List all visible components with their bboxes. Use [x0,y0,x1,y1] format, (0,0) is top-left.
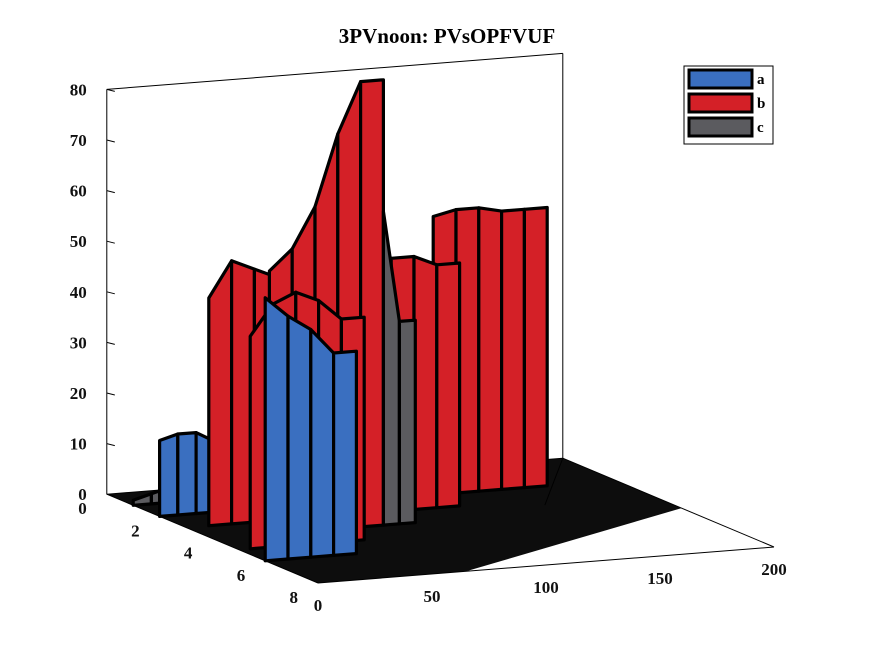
z-tick-label: 30 [70,333,87,352]
bar-a [158,432,180,519]
bar-b [500,207,527,491]
z-tick-label: 70 [70,131,87,150]
legend-swatch-b [687,92,754,114]
z-tick-label: 60 [70,182,87,201]
bar-b [207,259,234,528]
z-tick-mark [106,443,115,447]
z-tick-label: 0 [78,485,87,504]
z-tick-mark [106,240,115,244]
bar-b [359,78,385,529]
bar-c [397,318,417,526]
bar-series-group [131,78,549,563]
x-tick-label: 150 [647,569,673,588]
z-tick-mark [106,291,115,295]
axis-line [317,546,775,584]
z-tick-label: 40 [70,283,87,302]
legend-swatch-c [687,116,754,138]
z-tick-mark [106,493,115,497]
x-tick-label: 0 [314,596,323,615]
z-tick-mark [106,88,115,92]
legend-label-c: c [757,120,764,136]
bar-b [412,254,439,512]
axis-line [106,52,563,90]
bar-b [477,206,504,493]
bar-a [286,314,313,561]
z-tick-mark [106,190,115,194]
bar-a [176,431,198,517]
y-tick-label: 0 [78,499,87,518]
y-tick-label: 2 [131,521,140,540]
z-tick-label: 50 [70,232,87,251]
legend-swatch-a [687,68,754,90]
z-tick-label: 20 [70,384,87,403]
x-tick-label: 200 [761,560,787,579]
z-tick-mark [106,392,115,396]
y-tick-label: 8 [290,588,299,607]
z-tick-mark [106,341,115,345]
bar-b [435,261,462,510]
legend-label-b: b [757,96,765,112]
legend: abc [683,65,774,145]
z-tick-label: 80 [70,80,87,99]
bar-group-a [263,296,358,563]
z-tick-mark [106,139,115,143]
bar-group-c [381,209,417,527]
legend-label-a: a [757,72,765,88]
x-tick-label: 50 [424,587,441,606]
bar-a [332,349,358,558]
bar-b [522,205,549,490]
bar-a [309,327,336,559]
bar-a [263,296,290,563]
y-tick-label: 4 [184,544,193,563]
chart-title: 3PVnoon: PVsOPFVUF [339,24,555,48]
y-tick-label: 6 [237,566,246,585]
x-tick-label: 100 [533,578,559,597]
z-tick-label: 10 [70,435,87,454]
